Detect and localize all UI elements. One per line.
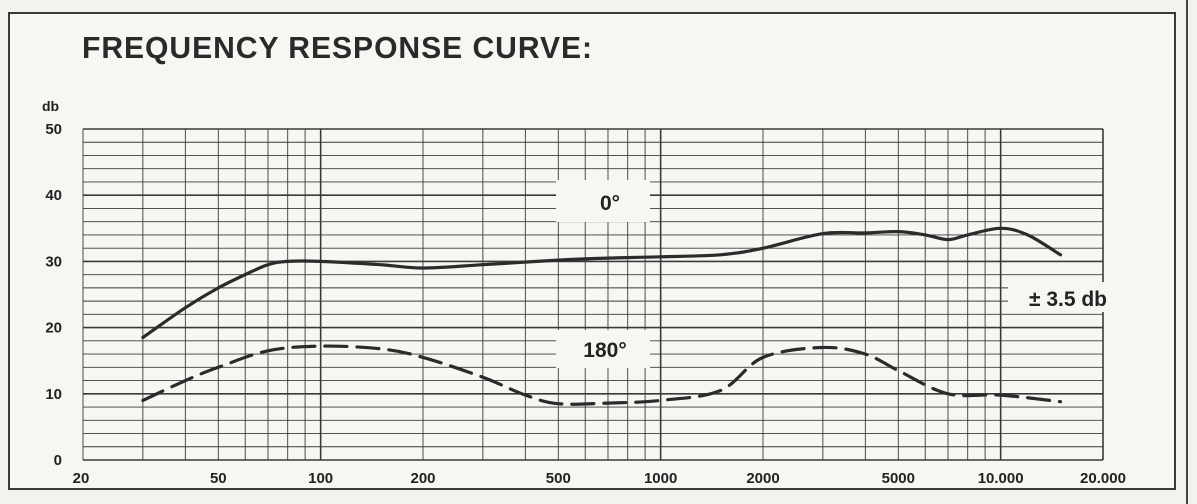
y-tick-label: 50 — [45, 121, 62, 138]
x-tick-label: 100 — [308, 470, 333, 487]
y-axis-label: db — [42, 98, 59, 114]
annotation-180deg: 180° — [583, 339, 626, 362]
x-tick-label: 500 — [546, 470, 571, 487]
y-tick-label: 0 — [54, 452, 62, 469]
series-line-180deg — [141, 344, 1063, 406]
annotation-tolerance: ± 3.5 db — [1029, 288, 1107, 311]
x-tick-label: 10.000 — [978, 470, 1024, 487]
annotation-box-0deg — [556, 180, 650, 222]
y-tick-label: 10 — [45, 386, 62, 403]
x-tick-label: 200 — [410, 470, 435, 487]
x-tick-label: 1000 — [644, 470, 677, 487]
x-tick-label: 5000 — [882, 470, 915, 487]
chart-title: FREQUENCY RESPONSE CURVE: — [82, 30, 594, 65]
annotation-box-tolerance — [1008, 282, 1128, 312]
x-tick-label: 20 — [73, 470, 90, 487]
chart-series — [141, 226, 1063, 406]
chart-grid — [82, 128, 1104, 461]
y-tick-label: 20 — [45, 320, 62, 337]
x-tick-label: 2000 — [746, 470, 779, 487]
x-tick-label: 20.000 — [1080, 470, 1126, 487]
series-line-0deg — [141, 226, 1063, 340]
chart-labels: 0 10 20 30 40 50 db 20 50 100 200 500 1000 2000 5000 10… — [42, 98, 1128, 487]
y-tick-label: 40 — [45, 187, 62, 204]
x-tick-label: 50 — [210, 470, 227, 487]
y-tick-label: 30 — [45, 253, 62, 270]
annotation-0deg: 0° — [600, 192, 620, 215]
page-edge — [1186, 0, 1188, 504]
annotation-box-180deg — [556, 330, 650, 368]
chart-frame — [8, 12, 1176, 490]
